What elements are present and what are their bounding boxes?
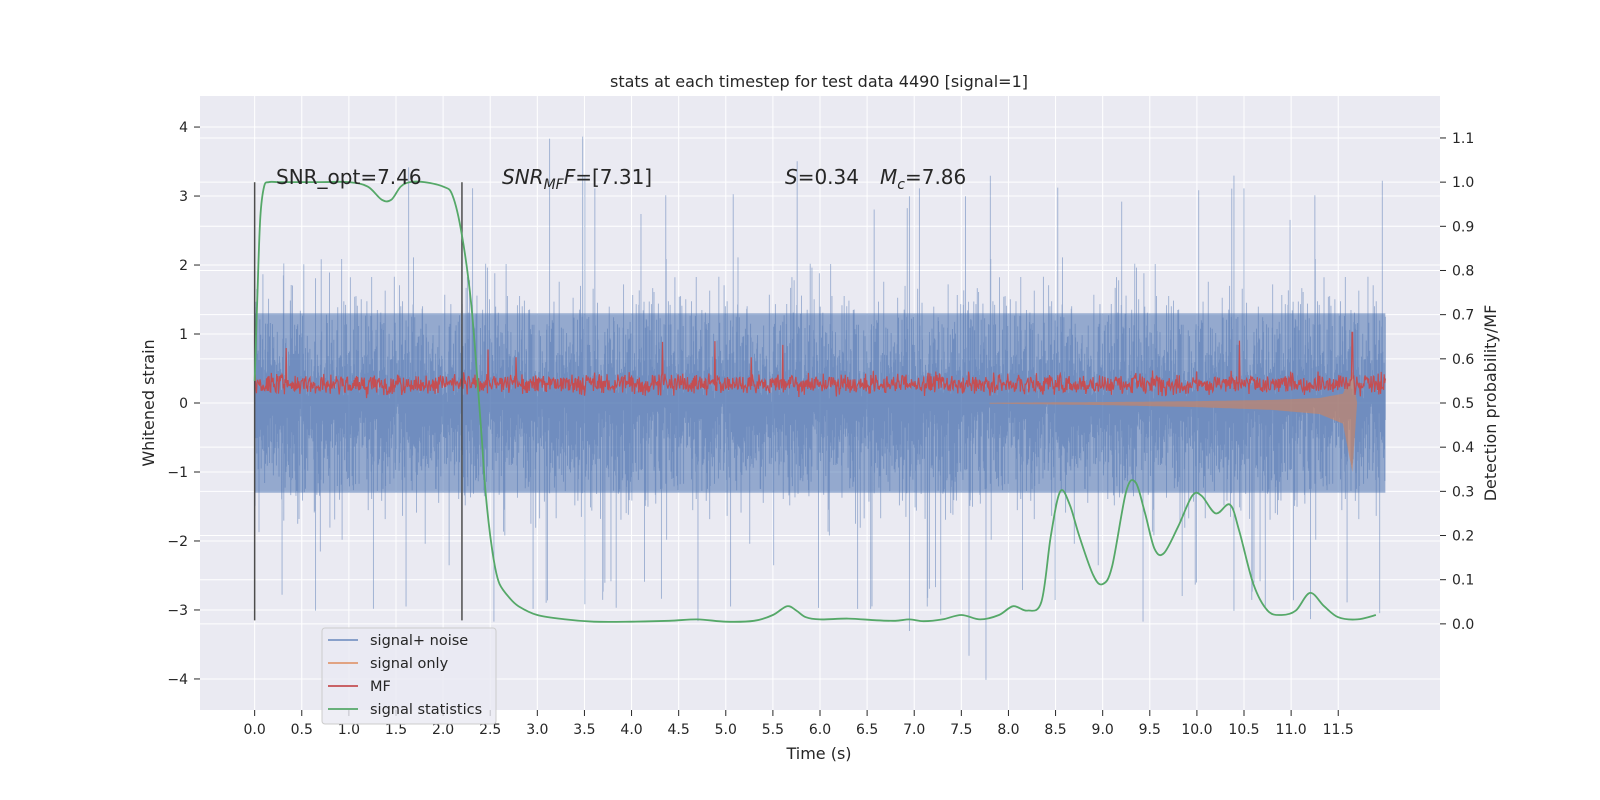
y2-tick-label: 0.8 xyxy=(1452,263,1474,279)
y2-axis-ticks: 1.1 1.0 0.9 0.8 0.7 0.6 0.5 0.4 0.3 0.2 0.1 0.0 xyxy=(1440,131,1474,633)
x-tick-label: 3.0 xyxy=(526,722,548,738)
y2-tick-label: 0.9 xyxy=(1452,219,1474,235)
series-signal-statistics xyxy=(253,180,1377,623)
y2-axis-label: Detection probability/MF xyxy=(1481,305,1500,502)
y2-tick-label: 0.4 xyxy=(1452,440,1474,456)
x-tick-label: 7.0 xyxy=(903,722,925,738)
y-tick-label: 3 xyxy=(179,189,188,205)
y2-tick-label: 1.0 xyxy=(1452,175,1474,191)
legend-label-mf: MF xyxy=(370,679,391,695)
x-tick-label: 6.5 xyxy=(856,722,878,738)
x-tick-label: 3.5 xyxy=(573,722,595,738)
x-tick-label: 10.0 xyxy=(1181,722,1212,738)
snr-mf-value: =[7.31] xyxy=(575,165,652,189)
y-tick-label: 0 xyxy=(179,396,188,412)
y2-tick-label: 1.1 xyxy=(1452,131,1474,147)
y-tick-label: −4 xyxy=(167,672,188,688)
x-tick-label: 8.0 xyxy=(997,722,1019,738)
annotation-chirp-mass: Mc=7.86 xyxy=(880,165,966,193)
x-tick-label: 11.0 xyxy=(1276,722,1307,738)
x-tick-label: 9.5 xyxy=(1139,722,1161,738)
y-axis-label: Whitened strain xyxy=(139,339,158,466)
y2-tick-label: 0.5 xyxy=(1452,396,1474,412)
snr-mf-subscript: MF xyxy=(544,177,565,193)
x-tick-label: 0.5 xyxy=(291,722,313,738)
signal-statistics-trace xyxy=(253,180,1377,623)
series-mf xyxy=(254,331,1386,399)
chart-title: stats at each timestep for test data 449… xyxy=(610,72,1028,91)
legend-box xyxy=(321,627,497,725)
x-axis-ticks: 0.0 0.5 1.0 1.5 2.0 2.5 3.0 3.5 4.0 4.5 5.0 5.5 6.0 6… xyxy=(244,710,1354,738)
y-tick-label: −2 xyxy=(167,534,188,550)
x-tick-label: 5.0 xyxy=(715,722,737,738)
x-tick-label: 4.5 xyxy=(668,722,690,738)
x-tick-label: 0.0 xyxy=(244,722,266,738)
y-tick-label: 1 xyxy=(179,327,188,343)
x-tick-label: 1.5 xyxy=(385,722,407,738)
y-tick-label: −1 xyxy=(167,465,188,481)
mf-trace xyxy=(254,331,1386,399)
spin-label: S xyxy=(785,165,798,189)
x-tick-label: 1.0 xyxy=(338,722,360,738)
y-tick-label: −3 xyxy=(167,603,188,619)
legend-label-signal-noise: signal+ noise xyxy=(370,633,468,649)
x-axis-label: Time (s) xyxy=(785,744,851,763)
y-axis-ticks: 4 3 2 1 0 −1 −2 −3 −4 xyxy=(167,120,200,688)
y2-tick-label: 0.1 xyxy=(1452,573,1474,589)
legend-label-signal-only: signal only xyxy=(370,656,449,672)
y2-tick-label: 0.2 xyxy=(1452,529,1474,545)
annotation-snr-mf: SNRMFF=[7.31] xyxy=(502,165,652,193)
y2-tick-label: 0.3 xyxy=(1452,484,1474,500)
y-tick-label: 2 xyxy=(179,258,188,274)
chirp-mass-label: M xyxy=(880,165,897,189)
y2-tick-label: 0.6 xyxy=(1452,352,1474,368)
x-tick-label: 11.5 xyxy=(1323,722,1354,738)
vertical-markers xyxy=(253,182,463,621)
x-tick-label: 2.5 xyxy=(479,722,501,738)
x-tick-label: 7.5 xyxy=(950,722,972,738)
annotation-spin: S=0.34 xyxy=(785,165,859,189)
y-tick-label: 4 xyxy=(179,120,188,136)
x-tick-label: 6.0 xyxy=(809,722,831,738)
snr-mf-label: SNR xyxy=(502,165,544,189)
annotation-snr-opt: SNR_opt=7.46 xyxy=(276,165,422,189)
y2-tick-label: 0.7 xyxy=(1452,308,1474,324)
legend: signal+ noise signal only MF signal stat… xyxy=(321,627,497,725)
x-tick-label: 8.5 xyxy=(1044,722,1066,738)
snr-mf-f: F xyxy=(564,165,576,189)
spin-value: =0.34 xyxy=(798,165,859,189)
x-tick-label: 2.0 xyxy=(432,722,454,738)
x-tick-label: 10.5 xyxy=(1228,722,1259,738)
x-tick-label: 9.0 xyxy=(1092,722,1114,738)
x-tick-label: 4.0 xyxy=(620,722,642,738)
y2-tick-label: 0.0 xyxy=(1452,617,1474,633)
chirp-mass-value: =7.86 xyxy=(905,165,966,189)
legend-label-signal-statistics: signal statistics xyxy=(370,702,482,718)
chirp-mass-subscript: c xyxy=(897,177,905,193)
x-tick-label: 5.5 xyxy=(762,722,784,738)
